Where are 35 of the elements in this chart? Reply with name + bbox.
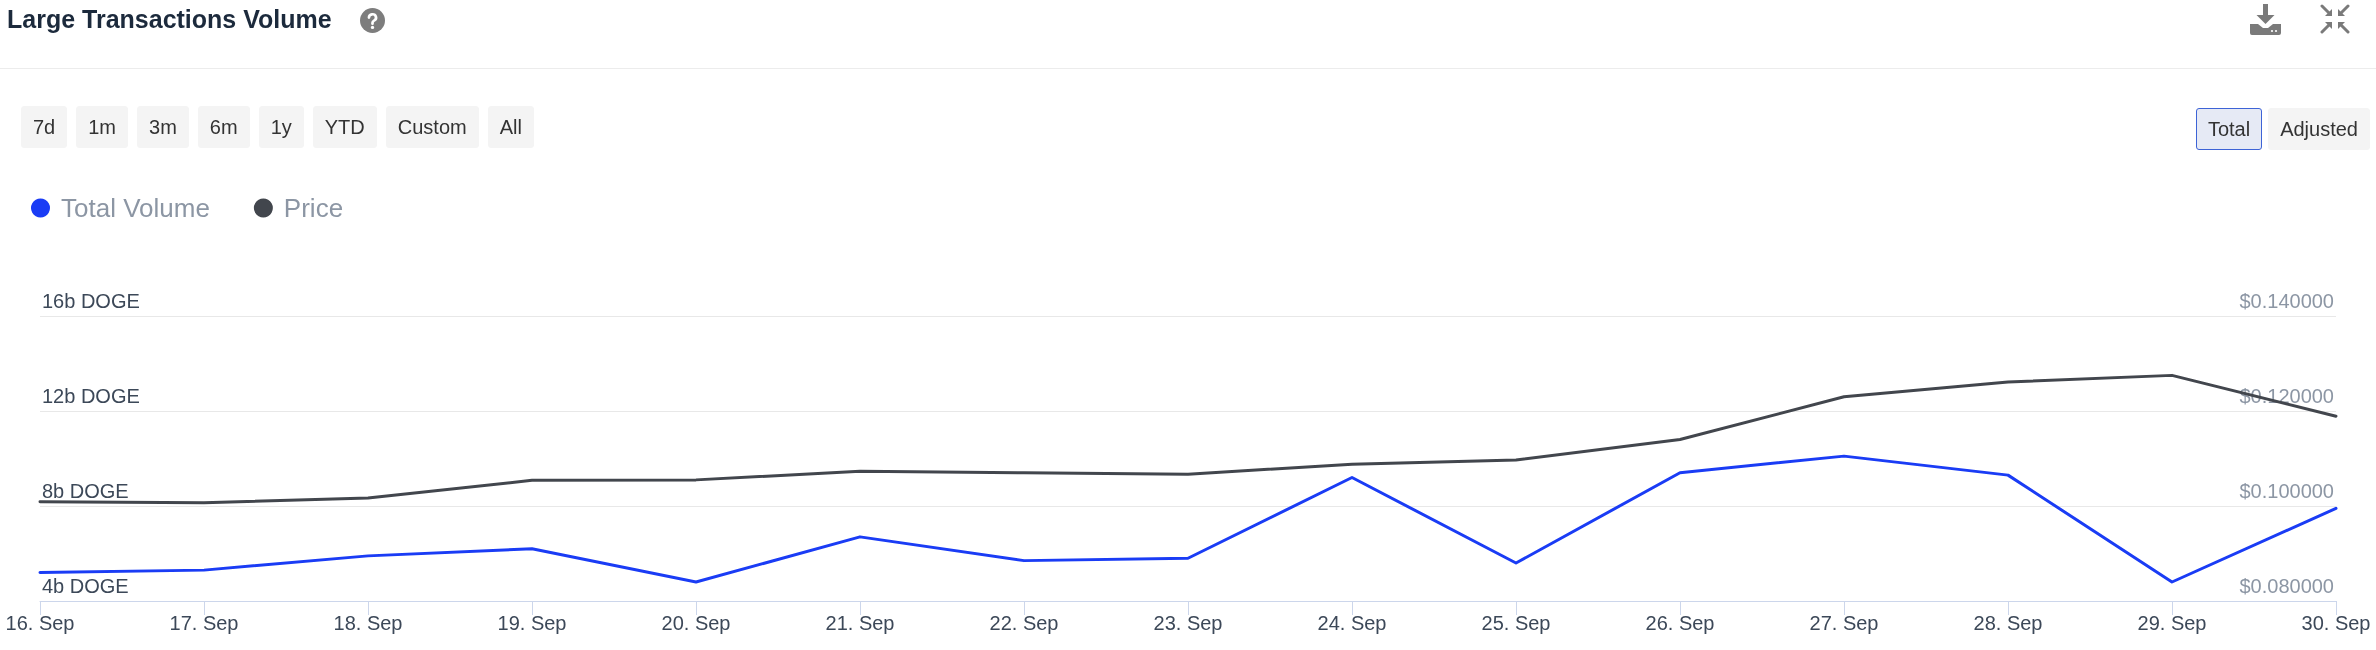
button: 3m: [137, 106, 189, 148]
x-tick-label: 25. Sep: [1481, 612, 1551, 634]
x-tick-label: 27. Sep: [1809, 612, 1879, 634]
button: 1m: [76, 106, 129, 148]
y2-tick-label: $0.100000: [2239, 480, 2334, 502]
x-tick-label: 24. Sep: [1317, 612, 1387, 634]
y-tick-label: 8b DOGE: [42, 480, 129, 502]
x-tick-label: 18. Sep: [333, 612, 403, 634]
x-tick-label: 20. Sep: [661, 612, 731, 634]
x-tick-label: 29. Sep: [2137, 612, 2207, 634]
x-tick-label: 23. Sep: [1153, 612, 1223, 634]
x-tick-label: 22. Sep: [989, 612, 1059, 634]
button: All: [487, 106, 534, 148]
x-tick-label: 16. Sep: [5, 612, 75, 634]
x-tick-label: 17. Sep: [169, 612, 239, 634]
button: YTD: [312, 106, 377, 148]
x-tick-label: 21. Sep: [825, 612, 895, 634]
legend-label: Total Volume: [61, 193, 210, 223]
chart-title: Large Transactions Volume: [7, 4, 332, 35]
legend-label: Price: [283, 193, 344, 223]
y-tick-label: 12b DOGE: [42, 385, 140, 407]
y-tick-label: 16b DOGE: [42, 290, 140, 312]
button: Total: [2195, 108, 2263, 150]
button: 7d: [21, 106, 68, 148]
x-tick-label: 19. Sep: [497, 612, 567, 634]
button: 1y: [258, 106, 304, 148]
button: 6m: [197, 106, 250, 148]
x-tick-label: 28. Sep: [1973, 612, 2043, 634]
button: Custom: [385, 106, 479, 148]
y2-tick-label: $0.080000: [2239, 575, 2334, 597]
y2-tick-label: $0.140000: [2239, 290, 2334, 312]
y-tick-label: 4b DOGE: [42, 575, 129, 597]
button: Adjusted: [2268, 108, 2370, 150]
x-tick-label: 26. Sep: [1645, 612, 1715, 634]
x-tick-label: 30. Sep: [2301, 612, 2371, 634]
